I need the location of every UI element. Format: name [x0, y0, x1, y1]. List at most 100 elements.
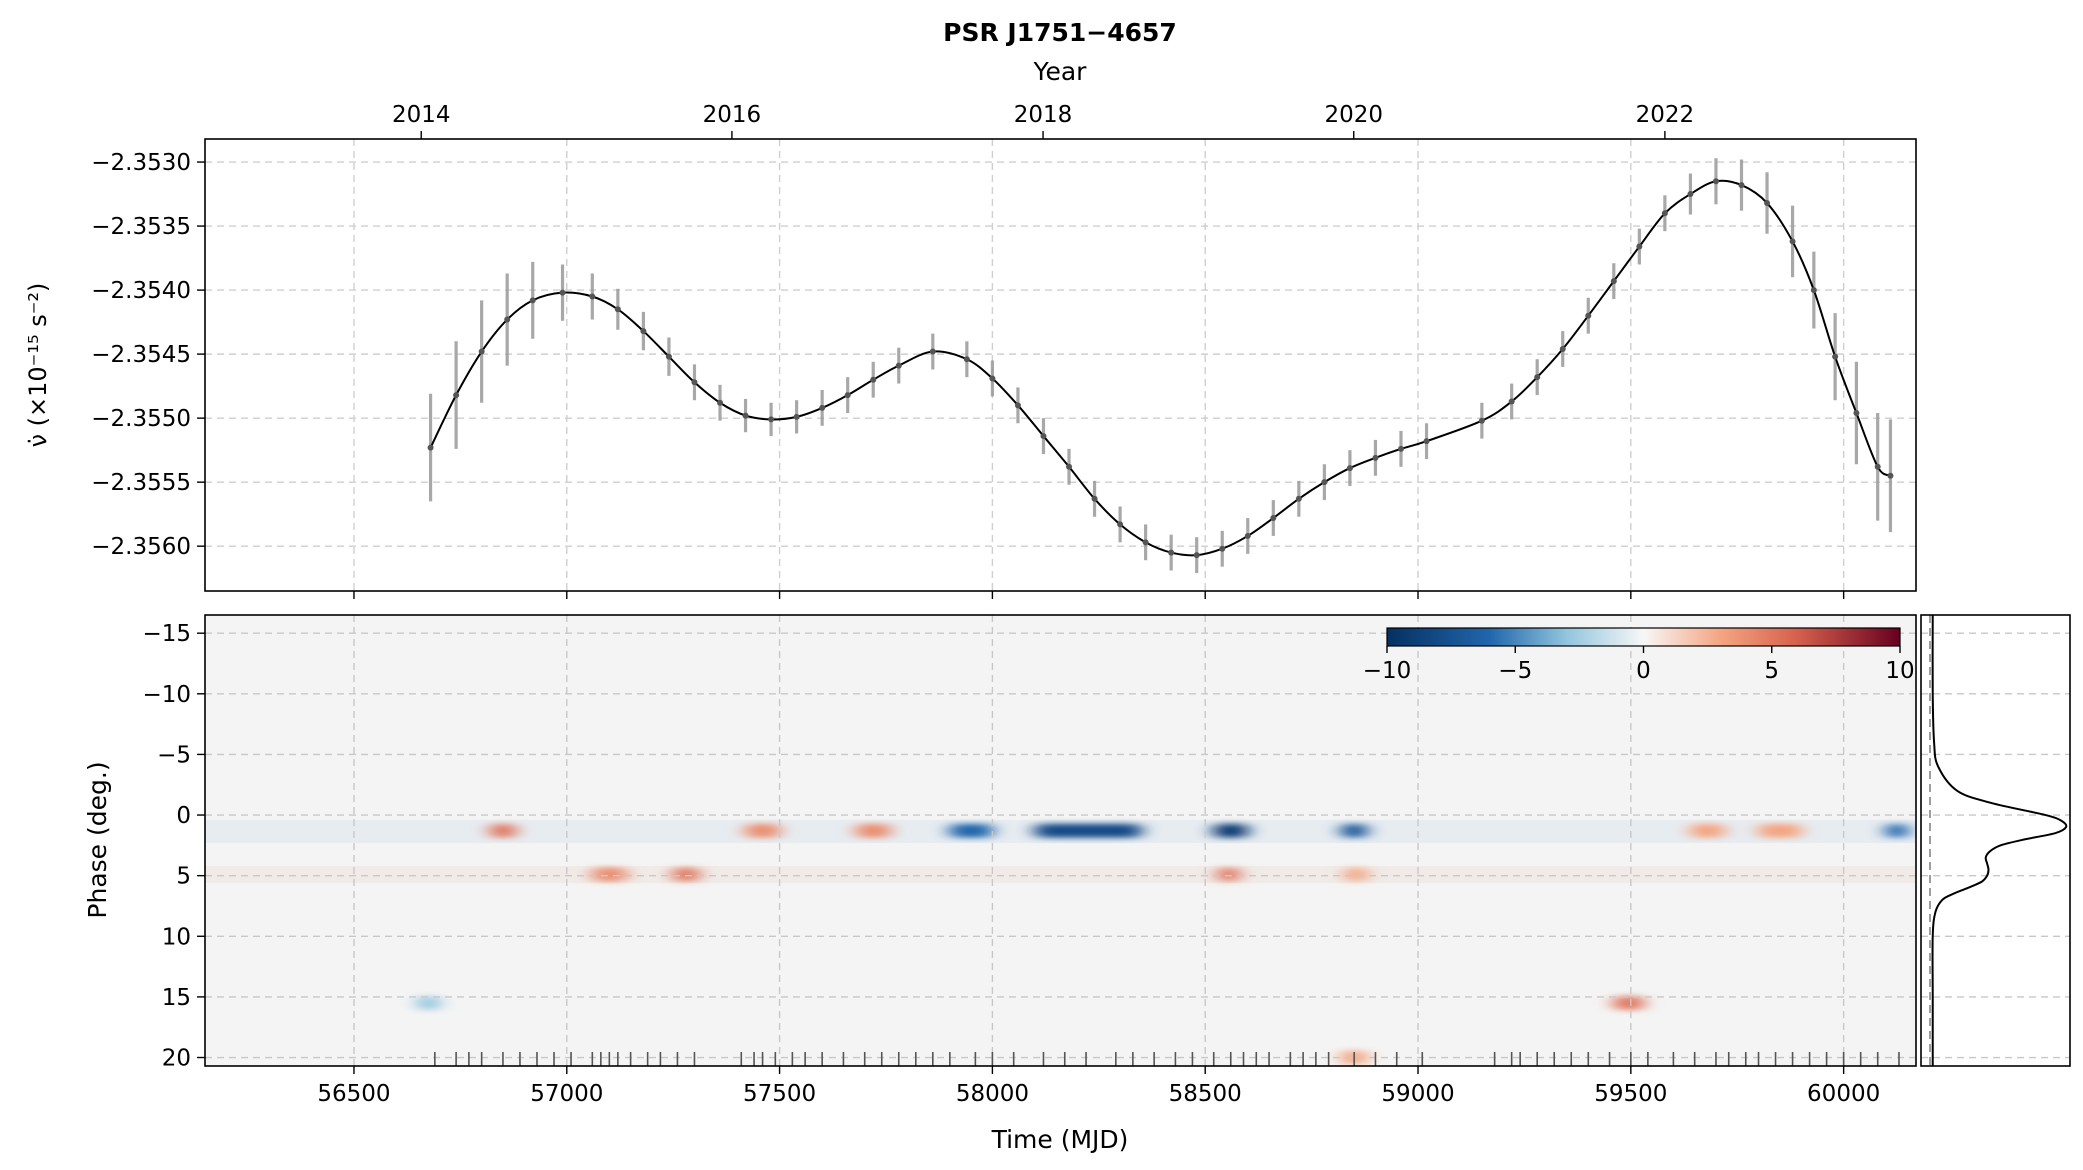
data-point: [1738, 182, 1745, 189]
residual-feature: [1213, 823, 1248, 838]
residual-feature: [1613, 995, 1644, 1010]
residual-feature: [490, 823, 516, 838]
top-y-axis-label: ν̇ (×10⁻¹⁵ s⁻²): [24, 283, 52, 448]
mean-profile-line: [1931, 615, 2068, 1066]
residual-feature: [417, 995, 440, 1010]
colorbar: −10 −5 0 5 10: [1363, 627, 1915, 684]
heatmap-y-tick-label: 0: [176, 803, 191, 829]
data-point: [1853, 410, 1860, 417]
data-point: [768, 416, 775, 423]
data-point: [1687, 191, 1694, 198]
colorbar-tick-label: 0: [1636, 658, 1651, 684]
heatmap-y-tick-label: −10: [142, 682, 191, 708]
heatmap-x-tick-label: 59500: [1594, 1081, 1667, 1107]
heatmap-y-tick-label: −15: [142, 621, 191, 647]
data-point: [1764, 200, 1771, 207]
data-point: [1585, 312, 1592, 319]
data-point: [589, 293, 596, 300]
data-point: [929, 348, 936, 355]
heatmap-x-tick-label: 57500: [743, 1081, 816, 1107]
residual-feature: [1690, 823, 1725, 838]
residual-feature: [673, 867, 699, 882]
residual-feature: [1341, 823, 1367, 838]
data-point: [504, 316, 511, 323]
residual-feature: [1345, 867, 1367, 882]
top-y-tick-label: −2.3560: [91, 534, 191, 560]
data-point: [1168, 549, 1175, 556]
data-point: [1066, 463, 1073, 470]
data-point: [1295, 495, 1302, 502]
residual-feature: [1886, 823, 1908, 838]
heatmap-x-tick-label: 56500: [317, 1081, 390, 1107]
data-point: [1193, 552, 1200, 559]
data-point: [427, 444, 434, 451]
heatmap-y-axis-label: Phase (deg.): [83, 761, 112, 918]
heatmap-y-tick-label: 15: [162, 985, 191, 1011]
data-point: [742, 412, 749, 419]
heatmap-x-axis-label: Time (MJD): [991, 1125, 1129, 1154]
data-point: [1874, 463, 1881, 470]
colorbar-tick-label: 10: [1885, 658, 1914, 684]
data-point: [1346, 465, 1353, 472]
heatmap-axes-frame: [204, 614, 1917, 1067]
heatmap-y-tick-label: 10: [162, 924, 191, 950]
data-point: [793, 413, 800, 420]
data-point: [640, 328, 647, 335]
heatmap-gridlines: [205, 615, 1916, 1066]
data-point: [1508, 398, 1515, 405]
data-point: [1789, 238, 1796, 245]
top-y-tick-label: −2.3530: [91, 150, 191, 176]
data-point: [478, 348, 485, 355]
data-point: [1712, 178, 1719, 185]
heatmap-x-tick-label: 59000: [1381, 1081, 1454, 1107]
mean-profile-panel: [1920, 614, 2071, 1067]
data-point: [1636, 243, 1643, 250]
heatmap-x-tick-label: 57000: [530, 1081, 603, 1107]
data-point: [1091, 495, 1098, 502]
data-point: [1014, 402, 1021, 409]
top-axes-frame: [204, 138, 1917, 592]
residual-feature: [949, 823, 993, 838]
top-points: [427, 178, 1894, 559]
data-point: [1559, 345, 1566, 352]
data-point: [1117, 521, 1124, 528]
data-point: [665, 353, 672, 360]
data-point: [1832, 353, 1839, 360]
data-point: [989, 375, 996, 382]
top-gridlines: [205, 139, 1916, 591]
residual-feature: [856, 823, 891, 838]
year-tick-label: 2020: [1324, 102, 1383, 128]
year-tick-label: 2014: [392, 102, 451, 128]
heatmap-x-tick-label: 58000: [956, 1081, 1029, 1107]
heatmap-y-ticks: −15 −10 −5 0 5 10 15 20: [142, 621, 205, 1072]
top-y-tick-label: −2.3545: [91, 342, 191, 368]
top-y-tick-label: −2.3555: [91, 470, 191, 496]
data-point: [1534, 374, 1541, 381]
data-point: [691, 379, 698, 386]
data-point: [1661, 210, 1668, 217]
residual-feature: [1217, 867, 1240, 882]
year-tick-label: 2016: [703, 102, 762, 128]
data-point: [559, 289, 566, 296]
residual-heatmap-panel: −15 −10 −5 0 5 10 15 20 56500 57000 57500 58000 585…: [83, 614, 1917, 1154]
year-tick-label: 2018: [1014, 102, 1073, 128]
heatmap-x-tick-label: 58500: [1169, 1081, 1242, 1107]
data-point: [614, 306, 621, 313]
year-tick-label: 2022: [1636, 102, 1695, 128]
data-point: [1372, 454, 1379, 461]
data-point: [717, 399, 724, 406]
spin-down-panel: −2.3530 −2.3535 −2.3540 −2.3545 −2.3550 −2.35…: [24, 57, 1917, 599]
top-y-tick-label: −2.3550: [91, 406, 191, 432]
data-point: [529, 297, 536, 304]
data-point: [1478, 417, 1485, 424]
colorbar-gradient: [1386, 627, 1901, 647]
residual-feature: [1034, 823, 1142, 838]
data-point: [1219, 545, 1226, 552]
colorbar-tick-label: −10: [1363, 658, 1412, 684]
figure-title: PSR J1751−4657: [943, 18, 1177, 47]
heatmap-x-ticks: 56500 57000 57500 58000 58500 59000 59500 60000: [317, 1066, 1880, 1107]
data-point: [1142, 539, 1149, 546]
heatmap-x-tick-label: 60000: [1807, 1081, 1880, 1107]
heatmap-features: [417, 823, 1908, 1065]
